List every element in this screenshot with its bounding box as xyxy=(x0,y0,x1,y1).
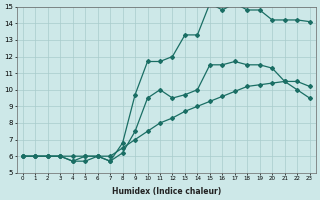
X-axis label: Humidex (Indice chaleur): Humidex (Indice chaleur) xyxy=(112,187,221,196)
